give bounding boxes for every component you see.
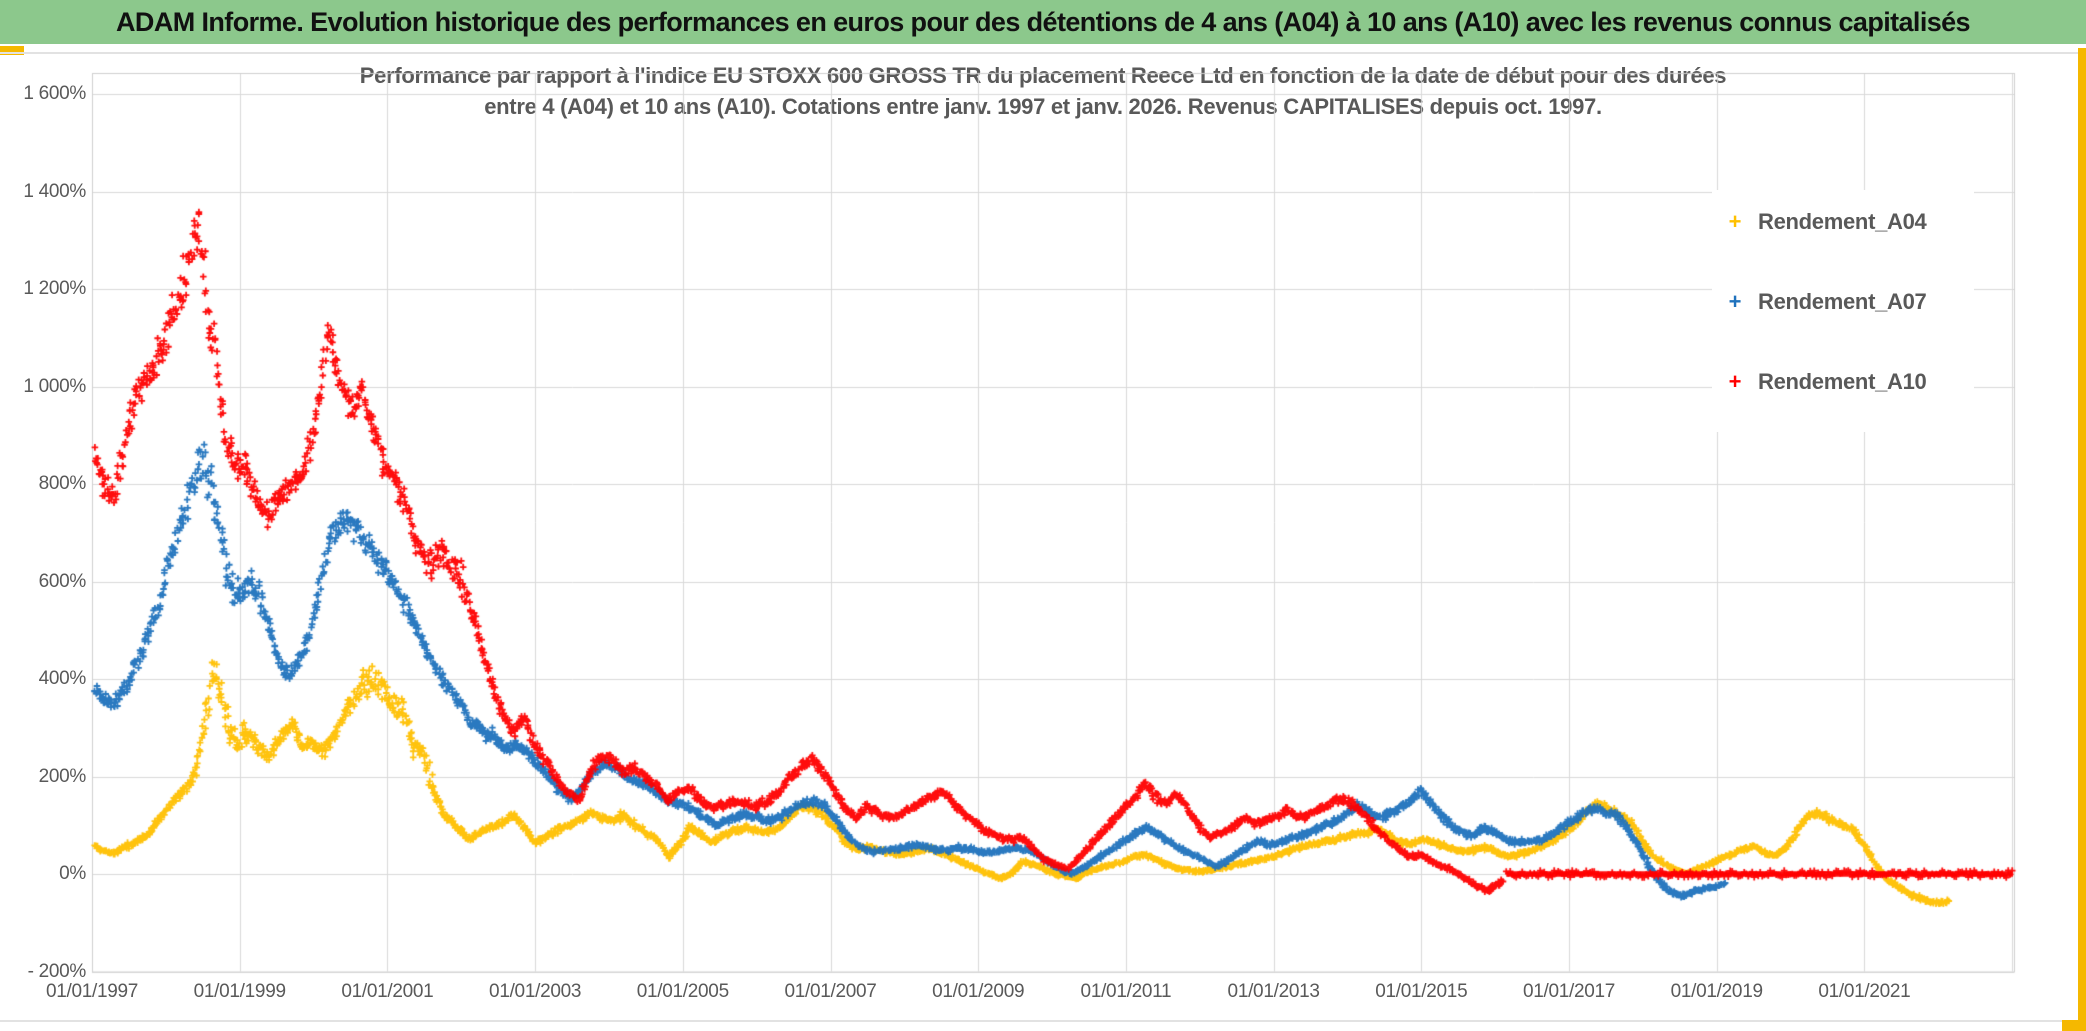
y-tick-label: 1 200%: [23, 278, 86, 299]
x-tick-label: 01/01/1999: [193, 981, 286, 1002]
plus-marker-icon: +: [1728, 369, 1742, 394]
x-tick-label: 01/01/2001: [341, 981, 434, 1002]
x-tick-label: 01/01/2009: [932, 981, 1025, 1002]
legend-label: Rendement_A10: [1758, 369, 1927, 394]
gold-border-right: [2078, 48, 2086, 1031]
x-tick-label: 01/01/2017: [1522, 981, 1616, 1002]
legend-item-rendement_a04: + Rendement_A04: [1712, 200, 1974, 244]
y-tick-label: - 200%: [27, 960, 87, 982]
legend-item-rendement_a10: + Rendement_A10: [1712, 360, 1974, 404]
x-tick-label: 01/01/2007: [784, 981, 877, 1002]
y-tick-label: 1 600%: [23, 83, 86, 104]
y-tick-label: 800%: [38, 473, 87, 494]
legend-label: Rendement_A04: [1758, 209, 1927, 234]
x-tick-label: 01/01/2015: [1375, 981, 1468, 1002]
x-tick-label: 01/01/2005: [636, 981, 729, 1002]
x-tick-label: 01/01/2013: [1227, 981, 1320, 1002]
chart-legend: + Rendement_A04 + Rendement_A07 + Rendement_A…: [1712, 190, 1974, 432]
y-tick-label: 0%: [59, 863, 86, 884]
y-tick-label: 200%: [38, 765, 87, 787]
chart-frame-bottom-border: [0, 1020, 2063, 1022]
plus-marker-icon: +: [1728, 209, 1742, 234]
x-tick-label: 01/01/2021: [1818, 981, 1911, 1002]
y-tick-label: 1 000%: [23, 375, 86, 397]
gold-corner-bottom-right: [2062, 1020, 2086, 1031]
x-tick-label: 01/01/1997: [45, 981, 139, 1002]
legend-item-rendement_a07: + Rendement_A07: [1712, 280, 1974, 324]
y-tick-label: 600%: [38, 570, 87, 592]
plus-marker-icon: +: [1728, 289, 1742, 314]
y-tick-label: 400%: [38, 668, 87, 689]
x-tick-label: 01/01/2019: [1670, 981, 1763, 1002]
y-tick-label: 1 400%: [23, 180, 86, 202]
legend-label: Rendement_A07: [1758, 289, 1927, 314]
x-tick-label: 01/01/2003: [489, 981, 582, 1002]
x-tick-label: 01/01/2011: [1080, 981, 1172, 1002]
